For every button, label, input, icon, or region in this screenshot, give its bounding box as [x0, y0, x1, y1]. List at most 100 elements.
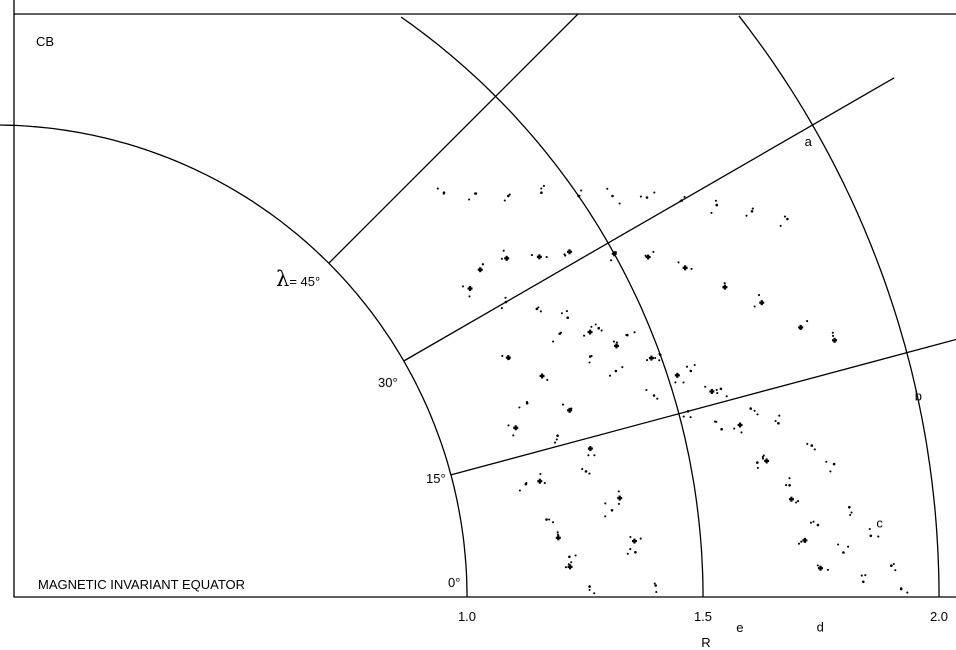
scatter-dot-0-6	[645, 196, 649, 199]
scatter-jitter-0-17-1	[693, 363, 696, 367]
scatter-plus-1-12	[587, 329, 593, 335]
latitude-tick-0: 0°	[448, 575, 460, 590]
scatter-jitter-1-13-0	[615, 341, 619, 344]
scatter-jitter-0-18-0	[716, 392, 719, 395]
scatter-dot-0-39	[654, 584, 657, 587]
scatter-jitter-1-17-1	[740, 431, 743, 434]
scatter-jitter-0-34-1	[518, 406, 521, 409]
scatter-jitter-1-30-1	[556, 533, 560, 536]
scatter-jitter-0-23-0	[559, 331, 563, 334]
scatter-jitter-0-35-0	[555, 438, 558, 441]
scatter-jitter-0-8-0	[710, 211, 713, 214]
scatter-jitter-1-20-1	[797, 542, 801, 545]
scatter-jitter-0-6-1	[653, 191, 656, 194]
scatter-plus-1-27	[631, 538, 637, 544]
scatter-jitter-0-43-0	[588, 588, 591, 591]
scatter-jitter-1-14-1	[646, 359, 649, 362]
scatter-jitter-0-35-1	[553, 441, 557, 444]
corner-label: CB	[36, 34, 54, 49]
scatter-jitter-0-19-1	[753, 409, 756, 412]
scatter-jitter-0-39-1	[655, 590, 658, 594]
scatter-jitter-1-27-1	[629, 535, 632, 539]
scatter-dot-0-17	[689, 369, 693, 373]
scatter-jitter-0-4-1	[578, 194, 581, 197]
curve-label-b: b	[915, 389, 922, 404]
scatter-dot-0-14	[597, 326, 600, 330]
scatter-jitter-0-27-0	[689, 416, 692, 419]
scatter-dot-0-25	[614, 369, 618, 373]
scatter-jitter-0-0-0	[442, 192, 445, 195]
x-tick-1-5: 1.5	[694, 609, 712, 624]
scatter-jitter-1-2-0	[500, 257, 503, 260]
scatter-jitter-1-29-1	[539, 472, 542, 476]
scatter-plus-1-2	[504, 255, 510, 261]
curve-labels: a b c e d	[736, 134, 922, 635]
scatter-jitter-1-28-0	[507, 424, 510, 427]
scatter-plus-1-14	[648, 355, 654, 361]
x-tick-2-0: 2.0	[930, 609, 948, 624]
x-tick-1-0: 1.0	[458, 609, 476, 624]
scatter-jitter-1-12-1	[594, 323, 597, 326]
scatter-jitter-1-26-0	[617, 502, 620, 505]
scatter-jitter-1-12-0	[583, 334, 586, 337]
scatter-jitter-1-11-1	[831, 331, 834, 334]
scatter-dot-0-45	[869, 534, 873, 538]
scatter-jitter-1-4-1	[564, 254, 567, 257]
scatter-jitter-1-0-1	[468, 295, 471, 298]
scatter-dot-0-9	[750, 210, 754, 213]
curve-label-e: e	[736, 620, 743, 635]
scatter-jitter-0-11-1	[504, 296, 507, 299]
polar-grid	[0, 13, 956, 597]
scatter-jitter-0-37-0	[604, 515, 607, 518]
scatter-jitter-1-3-0	[545, 256, 548, 259]
scatter-jitter-1-14-0	[654, 356, 657, 360]
scatter-jitter-0-12-0	[537, 306, 540, 309]
scatter-plus-1-13	[613, 343, 619, 349]
scatter-jitter-0-20-1	[774, 419, 777, 423]
scatter-plus-1-31	[567, 564, 573, 570]
scatter-dot-0-32	[842, 551, 845, 554]
scatter-dot-0-13	[566, 316, 569, 320]
scatter-jitter-1-27-0	[639, 537, 642, 540]
scatter-jitter-1-10-0	[798, 327, 802, 330]
scatter-jitter-0-9-1	[745, 214, 748, 217]
scatter-dot-0-19	[749, 407, 752, 410]
scatter-plus-1-20	[802, 537, 808, 543]
scatter-jitter-0-13-0	[560, 312, 563, 315]
scatter-plus-1-7	[682, 265, 688, 271]
scatter-jitter-1-11-0	[831, 334, 835, 337]
scatter-plus-1-0	[467, 286, 473, 292]
scatter-jitter-0-18-1	[725, 395, 728, 398]
scatter-dot-0-44	[848, 505, 851, 509]
scatter-jitter-0-33-0	[864, 574, 867, 577]
scatter-jitter-0-33-1	[860, 574, 863, 577]
scatter-dot-0-22	[832, 462, 836, 466]
scatter-jitter-1-3-1	[530, 254, 533, 257]
scatter-jitter-0-30-0	[788, 477, 791, 480]
scatter-jitter-1-5-1	[614, 251, 617, 254]
scatter-plus-1-11	[832, 337, 838, 343]
scatter-jitter-0-14-0	[590, 325, 593, 328]
scatter-dot-0-21	[810, 444, 814, 447]
scatter-plus-1-3	[536, 254, 542, 260]
scatter-jitter-0-19-0	[756, 413, 759, 416]
scatter-dot-0-29	[756, 461, 759, 464]
scatter-jitter-0-9-0	[751, 207, 754, 210]
scatter-jitter-0-23-1	[552, 340, 555, 343]
scatter-jitter-0-6-0	[639, 195, 642, 198]
scatter-jitter-1-26-1	[617, 490, 620, 493]
scatter-jitter-0-27-1	[682, 415, 685, 418]
scatter-jitter-1-21-1	[816, 564, 819, 567]
scatter-jitter-1-30-0	[556, 531, 559, 534]
scatter-jitter-0-26-1	[656, 397, 659, 400]
scatter-jitter-0-31-1	[812, 520, 815, 523]
scatter-jitter-1-24-0	[570, 407, 573, 410]
x-axis-label: R	[701, 635, 710, 650]
scatter-jitter-0-41-0	[548, 518, 551, 521]
scatter-plus-1-9	[759, 300, 765, 306]
scatter-jitter-0-2-0	[508, 193, 511, 196]
scatter-jitter-0-46-1	[894, 569, 897, 572]
scatter-jitter-0-21-0	[806, 442, 809, 445]
scatter-jitter-0-40-0	[525, 481, 528, 484]
